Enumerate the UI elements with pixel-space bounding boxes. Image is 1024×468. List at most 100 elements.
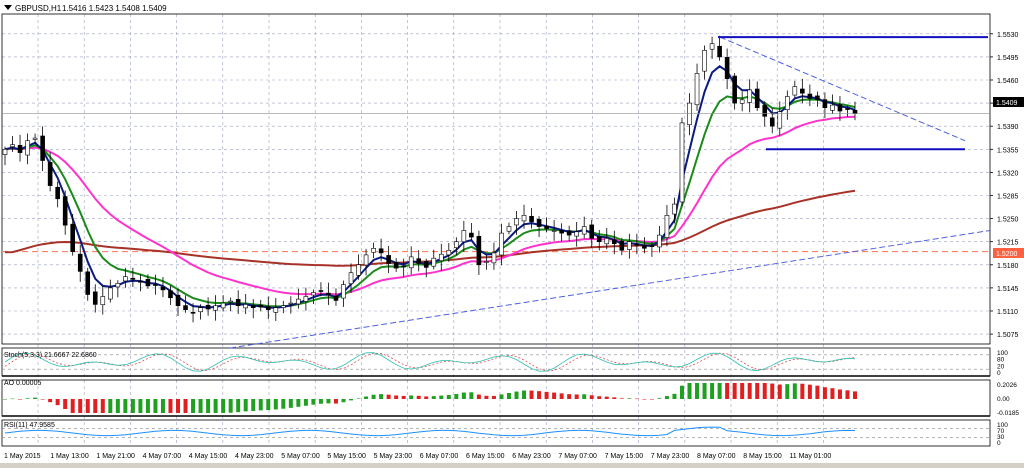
y-tick-label: 1.5460 (997, 78, 1019, 85)
ao-bar (559, 393, 564, 399)
ao-bar (634, 398, 639, 400)
support-trendline[interactable] (229, 229, 991, 349)
candle-body (303, 296, 309, 302)
y-tick-label: 1.5145 (997, 286, 1019, 293)
ao-bar (740, 383, 745, 399)
ao-bar (612, 397, 617, 399)
ao-bar (664, 396, 669, 399)
candles (2, 35, 858, 323)
symbol-label: GBPUSD,H1 (15, 4, 62, 13)
candle-body (160, 286, 166, 291)
ao-bar (537, 391, 542, 399)
x-tick-label: 1 May 21:00 (96, 453, 135, 460)
candle-body (792, 86, 798, 96)
ao-bar (597, 396, 602, 399)
candle-body (393, 262, 399, 269)
candle-body (672, 203, 677, 215)
ao-bar (221, 399, 226, 413)
candle-body (785, 96, 790, 110)
resistance-trendline[interactable] (719, 36, 966, 142)
triangle-down-icon (4, 5, 12, 10)
candle-body (62, 196, 68, 226)
candle-body (566, 230, 572, 236)
x-tick-label: 8 May 07:00 (697, 453, 736, 460)
ao-label: AO 0.00005 (4, 380, 41, 387)
ao-bar (837, 389, 842, 399)
ao-bar (191, 399, 196, 413)
ao-bar (183, 399, 188, 413)
ao-bar (702, 383, 707, 399)
candle-body (243, 304, 249, 309)
rsi-line (4, 426, 856, 437)
candle-body (619, 240, 625, 251)
ao-bar (822, 387, 827, 399)
ao-bar (830, 388, 835, 399)
candle-body (852, 109, 858, 114)
current-price-text: 1.5409 (996, 100, 1018, 107)
ao-bar (153, 399, 158, 413)
candle-body (408, 256, 414, 269)
drawing-objects-front[interactable] (2, 36, 990, 151)
current-price-tag: 1.5409 (993, 97, 1024, 107)
candle-body (198, 307, 203, 313)
candle-body (318, 290, 324, 292)
ao-bar (695, 383, 700, 399)
ao-bar (258, 399, 263, 411)
candle-body (529, 215, 534, 223)
candle-body (506, 226, 512, 232)
ao-bar (115, 399, 120, 413)
rsi-tick-label: 100 (997, 422, 1008, 429)
ao-bar (281, 399, 286, 409)
ao-bar (845, 390, 850, 399)
ao-bar (454, 394, 459, 399)
ao-bar (78, 399, 83, 413)
ao-bar (326, 399, 331, 404)
ohlc-label: 1.5416 1.5423 1.5408 1.5409 (62, 4, 167, 13)
ao-bar (710, 383, 715, 399)
ao-bar (409, 395, 414, 399)
ao-bar (206, 399, 211, 413)
x-tick-label: 4 May 23:00 (235, 453, 274, 460)
rsi-tick-label: 0 (997, 440, 1001, 447)
ao-bar (40, 399, 45, 400)
ao-bar (198, 399, 203, 413)
candle-body (634, 244, 640, 246)
candle-body (536, 219, 542, 227)
ao-bar (85, 399, 90, 413)
ao-bar (657, 398, 662, 399)
x-tick-label: 4 May 07:00 (143, 453, 182, 460)
rsi-label: RSI(11) 47.9585 (4, 422, 55, 429)
ao-bar (732, 383, 737, 399)
ao-bar (589, 395, 594, 399)
candle-body (363, 254, 369, 266)
ao-bar (522, 390, 527, 399)
candle-body (55, 186, 60, 200)
candle-body (544, 225, 549, 229)
candle-body (649, 245, 655, 247)
x-tick-label: 6 May 07:00 (420, 453, 459, 460)
candle-body (183, 305, 188, 310)
candle-body (115, 282, 121, 288)
ao-bar (273, 399, 278, 410)
ao-bar (529, 390, 534, 399)
candle-body (815, 95, 820, 101)
ao-bar (70, 399, 75, 413)
candle-body (679, 122, 685, 203)
ma-slow-line (4, 115, 856, 296)
candle-body (92, 291, 98, 305)
candle-body (40, 135, 45, 161)
ma-long-line (4, 189, 856, 267)
candle-body (461, 230, 467, 243)
candle-body (499, 232, 504, 256)
time-axis[interactable]: 1 May 2015 1 May 13:00 1 May 21:00 4 May 07… (4, 453, 831, 460)
ao-bar (243, 399, 248, 412)
candle-body (213, 305, 218, 311)
candle-body (732, 75, 737, 104)
ao-bar (251, 399, 256, 411)
ao-bar (672, 393, 677, 399)
price-axis[interactable]: 1.55301.54951.54601.54251.53901.53551.53… (990, 32, 1019, 447)
candle-body (175, 294, 181, 307)
candle-body (762, 105, 768, 117)
